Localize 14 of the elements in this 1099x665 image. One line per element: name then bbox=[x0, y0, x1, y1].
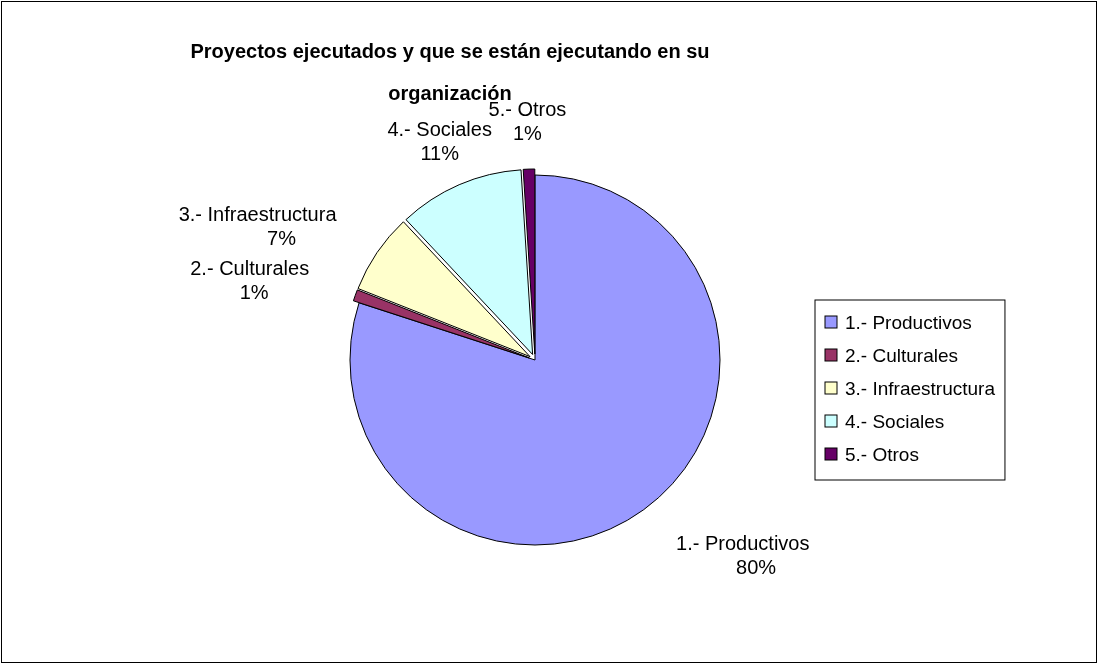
data-label: 7% bbox=[267, 227, 297, 250]
slice-label: 1.- Productivos bbox=[676, 532, 810, 555]
slice-label: 2.- Culturales bbox=[190, 256, 310, 279]
legend-label: 1.- Productivos bbox=[845, 312, 972, 333]
data-label: 1% bbox=[239, 280, 269, 303]
slice-label: 4.- Sociales bbox=[387, 117, 492, 140]
legend-label: 3.- Infraestructura bbox=[845, 378, 996, 399]
data-label: 11% bbox=[420, 141, 460, 164]
legend-label: 5.- Otros bbox=[845, 444, 919, 465]
data-label: 80% bbox=[736, 556, 777, 579]
legend-label: 4.- Sociales bbox=[845, 411, 945, 432]
slice-label: 3.- Infraestructura bbox=[178, 203, 338, 226]
data-label: 1% bbox=[513, 122, 543, 145]
legend-label: 2.- Culturales bbox=[845, 345, 958, 366]
